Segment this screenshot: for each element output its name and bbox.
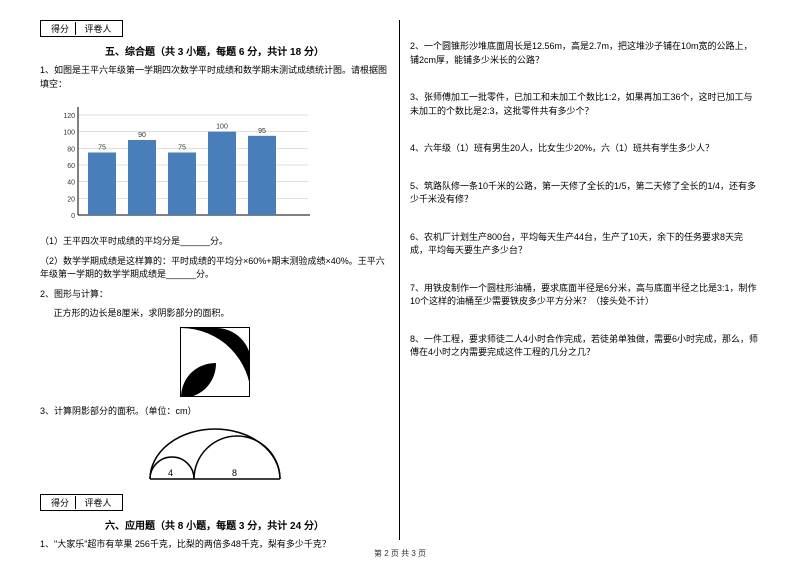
- q6-4: 4、六年级（1）班有男生20人，比女生少20%，六（1）班共有学生多少人？: [410, 142, 760, 156]
- svg-text:75: 75: [178, 145, 186, 152]
- svg-text:100: 100: [216, 124, 228, 131]
- svg-text:40: 40: [67, 180, 75, 187]
- q6-2: 2、一个圆锥形沙堆底面周长是12.56m，高是2.7m，把这堆沙子铺在10m宽的…: [410, 40, 760, 67]
- svg-text:20: 20: [67, 196, 75, 203]
- score-box: 得分 评卷人: [40, 20, 123, 37]
- q6-5: 5、筑路队修一条10千米的公路，第一天修了全长的1/5，第二天修了全长的1/4，…: [410, 180, 760, 207]
- grader-label-6: 评卷人: [79, 496, 118, 509]
- score-label: 得分: [45, 22, 76, 35]
- section-6-title: 六、应用题（共 8 小题，每题 3 分，共计 24 分）: [40, 517, 389, 532]
- svg-text:80: 80: [67, 146, 75, 153]
- q6-8: 8、一件工程，要求师徒二人4小时合作完成，若徒弟单独做，需要6小时完成，那么，师…: [410, 333, 760, 360]
- svg-text:60: 60: [67, 163, 75, 170]
- section-5-title: 五、综合题（共 3 小题，每题 6 分，共计 18 分）: [40, 43, 389, 58]
- q5-1: 1、如图是王平六年级第一学期四次数学平时成绩和数学期末测试成绩统计图。请根据图填…: [40, 64, 389, 91]
- q5-2: 正方形的边长是8厘米，求阴影部分的面积。: [40, 307, 389, 321]
- q5-2-intro: 2、图形与计算：: [40, 288, 389, 302]
- q5-1-sub2: （2）数学学期成绩是这样算的：平时成绩的平均分×60%+期末测验成绩×40%。王…: [40, 255, 389, 282]
- page-footer: 第 2 页 共 3 页: [0, 548, 800, 559]
- score-label-6: 得分: [45, 496, 76, 509]
- q6-3: 3、张师傅加工一批零件，已加工和未加工个数比1:2，如果再加工36个，这时已加工…: [410, 91, 760, 118]
- arc-label-4: 4: [168, 468, 173, 478]
- svg-text:90: 90: [138, 132, 146, 139]
- q5-3: 3、计算阴影部分的面积。（单位：cm）: [40, 405, 389, 419]
- figure-arcs: 4 8: [140, 424, 290, 486]
- svg-text:0: 0: [71, 213, 75, 220]
- q6-6: 6、农机厂计划生产800台，平均每天生产44台，生产了10天，余下的任务要求8天…: [410, 231, 760, 258]
- svg-text:100: 100: [63, 130, 75, 137]
- q6-7: 7、用铁皮制作一个圆柱形油桶，要求底面半径是6分米，高与底面半径之比是3:1，制…: [410, 282, 760, 309]
- bar-chart: 0 20 40 60 80 100 120 75 90 75 100 95: [60, 97, 389, 229]
- q5-1-sub1: （1）王平四次平时成绩的平均分是______分。: [40, 235, 389, 249]
- svg-text:75: 75: [98, 145, 106, 152]
- svg-text:120: 120: [63, 113, 75, 120]
- grader-label: 评卷人: [79, 22, 118, 35]
- svg-text:95: 95: [258, 128, 266, 135]
- arc-label-8: 8: [232, 468, 237, 478]
- figure-square: [180, 327, 250, 397]
- score-box-6: 得分 评卷人: [40, 494, 123, 511]
